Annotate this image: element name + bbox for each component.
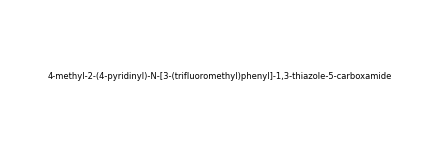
Text: 4-methyl-2-(4-pyridinyl)-N-[3-(trifluoromethyl)phenyl]-1,3-thiazole-5-carboxamid: 4-methyl-2-(4-pyridinyl)-N-[3-(trifluoro… — [47, 72, 391, 81]
